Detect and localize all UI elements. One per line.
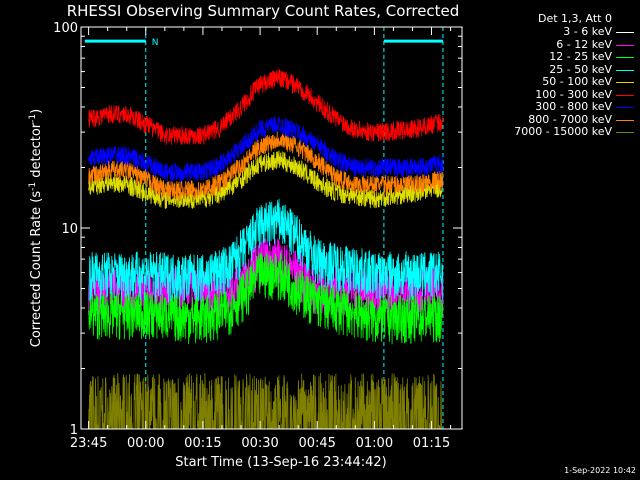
legend-entry-label: 100 - 300 keV xyxy=(535,87,612,101)
saa-label: N xyxy=(152,38,159,48)
saa-layer: N xyxy=(84,38,443,48)
legend-swatch xyxy=(616,69,634,71)
legend-title: Det 1,3, Att 0 xyxy=(538,12,612,25)
legend-swatch xyxy=(616,57,634,58)
legend-entry-label: 7000 - 15000 keV xyxy=(514,125,612,138)
legend-swatch xyxy=(616,132,634,133)
series-layer xyxy=(88,68,444,431)
legend-entry: 300 - 800 keV xyxy=(476,100,638,114)
legend-entry: 100 - 300 keV xyxy=(476,87,638,102)
legend-entry: 50 - 100 keV xyxy=(476,75,638,89)
x-tick-label: 00:30 xyxy=(241,436,278,451)
legend-swatch xyxy=(616,94,634,96)
legend-entry-label: 3 - 6 keV xyxy=(563,25,612,38)
boundary-layer xyxy=(145,27,444,429)
y-tick-label: 100 xyxy=(53,21,78,36)
legend-entry: 3 - 6 keV xyxy=(476,25,638,39)
legend-entry-label: 50 - 100 keV xyxy=(542,75,612,88)
legend-swatch xyxy=(616,44,634,46)
y-axis-label: Corrected Count Rate (s-1 detector-1) xyxy=(28,109,44,347)
legend-entry-label: 300 - 800 keV xyxy=(535,100,612,113)
legend: Det 1,3, Att 0 3 - 6 keV 6 - 12 keV 12 - 2… xyxy=(476,12,638,139)
legend-entry-label: 12 - 25 keV xyxy=(549,50,612,63)
legend-entry: 7000 - 15000 keV xyxy=(476,125,638,139)
x-axis-label: Start Time (13-Sep-16 23:44:42) xyxy=(175,455,386,470)
generation-timestamp: 1-Sep-2022 10:42 xyxy=(564,466,636,475)
legend-entry: 12 - 25 keV xyxy=(476,50,638,64)
x-tick-label: 00:45 xyxy=(298,436,335,451)
legend-entry: 800 - 7000 keV xyxy=(476,112,638,127)
legend-swatch xyxy=(616,32,634,33)
x-tick-label: 01:15 xyxy=(413,436,450,451)
x-tick-label: 00:00 xyxy=(127,436,164,451)
legend-entry-label: 25 - 50 keV xyxy=(549,62,612,76)
legend-swatch xyxy=(616,119,634,121)
series-line xyxy=(88,68,444,146)
legend-swatch xyxy=(616,107,634,108)
series-line xyxy=(88,116,444,183)
x-tick-label: 00:15 xyxy=(184,436,221,451)
legend-entry: 25 - 50 keV xyxy=(476,62,638,77)
chart-title: RHESSI Observing Summary Count Rates, Co… xyxy=(67,2,460,20)
legend-entry-label: 6 - 12 keV xyxy=(556,37,612,51)
series-line xyxy=(88,252,444,345)
series-line xyxy=(88,150,444,209)
legend-swatch xyxy=(616,82,634,83)
x-tick-label: 23:45 xyxy=(70,436,107,451)
legend-entry: 6 - 12 keV xyxy=(476,37,638,52)
series-line xyxy=(88,198,444,302)
legend-entry-label: 800 - 7000 keV xyxy=(528,112,612,126)
y-tick-label: 1 xyxy=(70,423,78,438)
y-tick-label: 10 xyxy=(61,222,78,237)
axis-layer: 23:45 00:00 00:15 00:30 00:45 01:00 01:15 1 10 10… xyxy=(53,21,462,451)
x-tick-label: 01:00 xyxy=(356,436,393,451)
